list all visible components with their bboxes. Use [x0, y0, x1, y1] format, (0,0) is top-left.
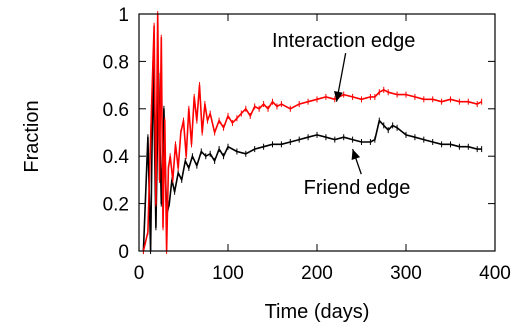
y-tick-label: 0 [118, 242, 129, 263]
y-axis-ticks: 0 0.2 0.4 0.6 0.8 1 [103, 5, 495, 263]
y-tick-label: 0.4 [103, 147, 130, 168]
annotation-label: Interaction edge [272, 30, 415, 52]
annotation-arrowhead [351, 149, 361, 160]
y-axis-title: Fraction [21, 100, 43, 172]
plot-frame [138, 13, 496, 252]
y-tick-label: 0.8 [103, 52, 129, 73]
annotation-arrowhead [334, 91, 343, 102]
x-axis-ticks: 0 100 200 300 400 [134, 14, 511, 284]
x-tick-label: 300 [390, 263, 422, 284]
x-axis-title: Time (days) [265, 301, 370, 323]
x-tick-label: 200 [301, 263, 333, 284]
x-tick-label: 400 [479, 263, 511, 284]
series-layer [142, 11, 483, 254]
x-tick-label: 100 [212, 263, 244, 284]
series-line-friend [142, 60, 482, 252]
x-tick-label: 0 [134, 263, 145, 284]
annotation-label: Friend edge [304, 177, 411, 199]
y-tick-label: 1 [118, 5, 129, 26]
annotations: Interaction edge Friend edge [272, 30, 415, 199]
y-tick-label: 0.6 [103, 100, 129, 121]
y-tick-label: 0.2 [103, 195, 129, 216]
